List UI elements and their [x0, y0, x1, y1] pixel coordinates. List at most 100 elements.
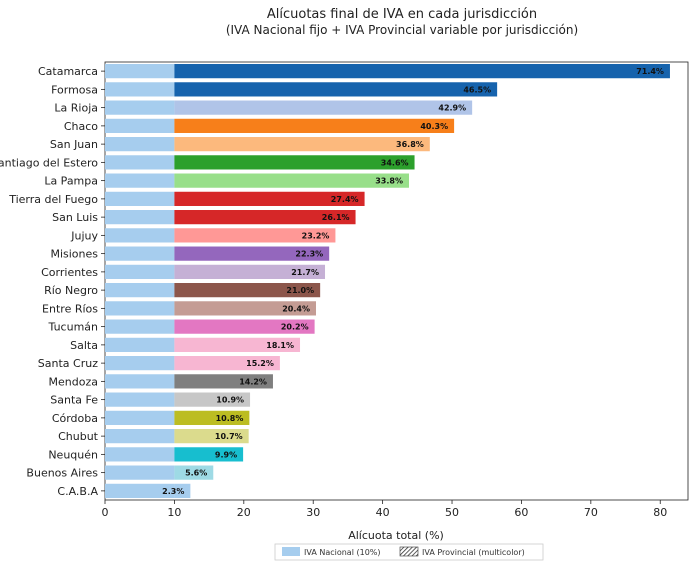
- data-label-corrientes: 21.7%: [291, 268, 319, 277]
- data-label-santiago-del-estero: 34.6%: [381, 158, 409, 167]
- data-label-neuquen: 9.9%: [215, 450, 237, 459]
- data-label-chaco: 40.3%: [420, 122, 448, 131]
- x-tick-label-70: 70: [584, 506, 598, 519]
- data-label-salta: 18.1%: [266, 341, 294, 350]
- x-tick-label-30: 30: [306, 506, 320, 519]
- x-tick-label-40: 40: [376, 506, 390, 519]
- category-label-cordoba: Córdoba: [52, 412, 98, 425]
- category-label-jujuy: Jujuy: [70, 229, 98, 242]
- data-label-c-a-b-a: 2.3%: [162, 487, 184, 496]
- category-label-misiones: Misiones: [50, 248, 98, 261]
- data-label-la-pampa: 33.8%: [375, 177, 403, 186]
- x-tick-label-20: 20: [237, 506, 251, 519]
- bar-provincial-chubut: [174, 429, 249, 444]
- data-label-la-rioja: 42.9%: [438, 104, 466, 113]
- chart-subtitle: (IVA Nacional fijo + IVA Provincial vari…: [226, 23, 578, 37]
- bar-provincial-neuquen: [174, 447, 244, 462]
- category-label-santiago-del-estero: Santiago del Estero: [0, 156, 98, 169]
- bar-nacional-la-rioja: [105, 100, 175, 115]
- x-axis-label: Alícuota total (%): [348, 529, 444, 542]
- bar-nacional-san-luis: [105, 210, 175, 225]
- category-label-corrientes: Corrientes: [41, 266, 98, 279]
- bar-provincial-la-rioja: [174, 100, 473, 115]
- bar-nacional-tierra-del-fuego: [105, 191, 175, 206]
- data-label-entre-rios: 20.4%: [282, 304, 310, 313]
- data-label-catamarca: 71.4%: [636, 67, 664, 76]
- category-label-san-luis: San Luis: [52, 211, 98, 224]
- bar-nacional-cordoba: [105, 410, 175, 425]
- data-label-buenos-aires: 5.6%: [185, 469, 207, 478]
- bar-provincial-santiago-del-estero: [174, 155, 415, 170]
- category-label-chubut: Chubut: [58, 430, 99, 443]
- bar-nacional-neuquen: [105, 447, 175, 462]
- chart-title: Alícuotas final de IVA en cada jurisdicc…: [267, 7, 537, 22]
- category-label-tierra-del-fuego: Tierra del Fuego: [8, 193, 98, 206]
- bar-provincial-formosa: [174, 82, 498, 97]
- x-tick-label-60: 60: [514, 506, 528, 519]
- legend-swatch-nacional: [282, 547, 300, 556]
- data-label-mendoza: 14.2%: [239, 377, 267, 386]
- bar-provincial-la-pampa: [174, 173, 409, 188]
- bar-provincial-c-a-b-a: [174, 483, 191, 498]
- bars-group: 71.4% 46.5% 42.9% 40.3% 36.8% 34.6% 33.8% 27.4%…: [105, 64, 670, 498]
- data-label-san-luis: 26.1%: [322, 213, 350, 222]
- legend: IVA Nacional (10%) IVA Provincial (multi…: [274, 543, 544, 561]
- bar-nacional-buenos-aires: [105, 465, 175, 480]
- bar-provincial-chaco: [174, 118, 455, 133]
- x-tick-label-80: 80: [653, 506, 667, 519]
- bar-nacional-rio-negro: [105, 283, 175, 298]
- bar-provincial-tucuman: [174, 319, 315, 334]
- x-tick-label-10: 10: [167, 506, 181, 519]
- category-label-la-pampa: La Pampa: [44, 175, 98, 188]
- bar-nacional-corrientes: [105, 264, 175, 279]
- bar-provincial-entre-rios: [174, 301, 316, 316]
- bar-provincial-san-juan: [174, 137, 430, 152]
- data-label-santa-cruz: 15.2%: [246, 359, 274, 368]
- bar-provincial-catamarca: [174, 64, 670, 79]
- data-label-chubut: 10.7%: [215, 432, 243, 441]
- bar-nacional-chaco: [105, 118, 175, 133]
- data-label-formosa: 46.5%: [463, 85, 491, 94]
- bar-nacional-tucuman: [105, 319, 175, 334]
- bar-provincial-jujuy: [174, 228, 336, 243]
- category-label-rio-negro: Río Negro: [44, 284, 98, 297]
- bar-nacional-salta: [105, 337, 175, 352]
- category-label-mendoza: Mendoza: [49, 375, 98, 388]
- bar-provincial-buenos-aires: [174, 465, 214, 480]
- bar-provincial-mendoza: [174, 374, 273, 389]
- bar-nacional-santa-cruz: [105, 356, 175, 371]
- bar-nacional-c-a-b-a: [105, 483, 175, 498]
- data-label-santa-fe: 10.9%: [216, 396, 244, 405]
- plot-border: [104, 61, 689, 501]
- legend-entry-nacional: IVA Nacional (10%): [304, 548, 381, 557]
- data-label-san-juan: 36.8%: [396, 140, 424, 149]
- x-tick-label-50: 50: [445, 506, 459, 519]
- bar-provincial-santa-fe: [174, 392, 251, 407]
- category-label-san-juan: San Juan: [50, 138, 98, 151]
- category-label-chaco: Chaco: [64, 120, 98, 133]
- x-axis-ticks: 0 10 20 30 40 50 60 70 80: [102, 500, 667, 519]
- category-label-tucuman: Tucumán: [48, 321, 98, 334]
- category-label-entre-rios: Entre Ríos: [42, 302, 98, 315]
- bar-provincial-cordoba: [174, 410, 250, 425]
- x-tick-label-0: 0: [102, 506, 109, 519]
- bar-nacional-santa-fe: [105, 392, 175, 407]
- bar-nacional-la-pampa: [105, 173, 175, 188]
- category-label-la-rioja: La Rioja: [54, 102, 98, 115]
- category-label-buenos-aires: Buenos Aires: [26, 467, 98, 480]
- bar-nacional-mendoza: [105, 374, 175, 389]
- category-label-c-a-b-a: C.A.B.A: [57, 485, 98, 498]
- bar-provincial-rio-negro: [174, 283, 321, 298]
- bar-nacional-jujuy: [105, 228, 175, 243]
- data-label-jujuy: 23.2%: [302, 231, 330, 240]
- bar-nacional-san-juan: [105, 137, 175, 152]
- bar-nacional-chubut: [105, 429, 175, 444]
- category-label-catamarca: Catamarca: [38, 65, 98, 78]
- bar-provincial-san-luis: [174, 210, 356, 225]
- legend-entry-provincial: IVA Provincial (multicolor): [422, 548, 525, 557]
- bar-provincial-tierra-del-fuego: [174, 191, 365, 206]
- bar-provincial-misiones: [174, 246, 330, 261]
- category-label-santa-cruz: Santa Cruz: [38, 357, 98, 370]
- category-label-formosa: Formosa: [51, 83, 98, 96]
